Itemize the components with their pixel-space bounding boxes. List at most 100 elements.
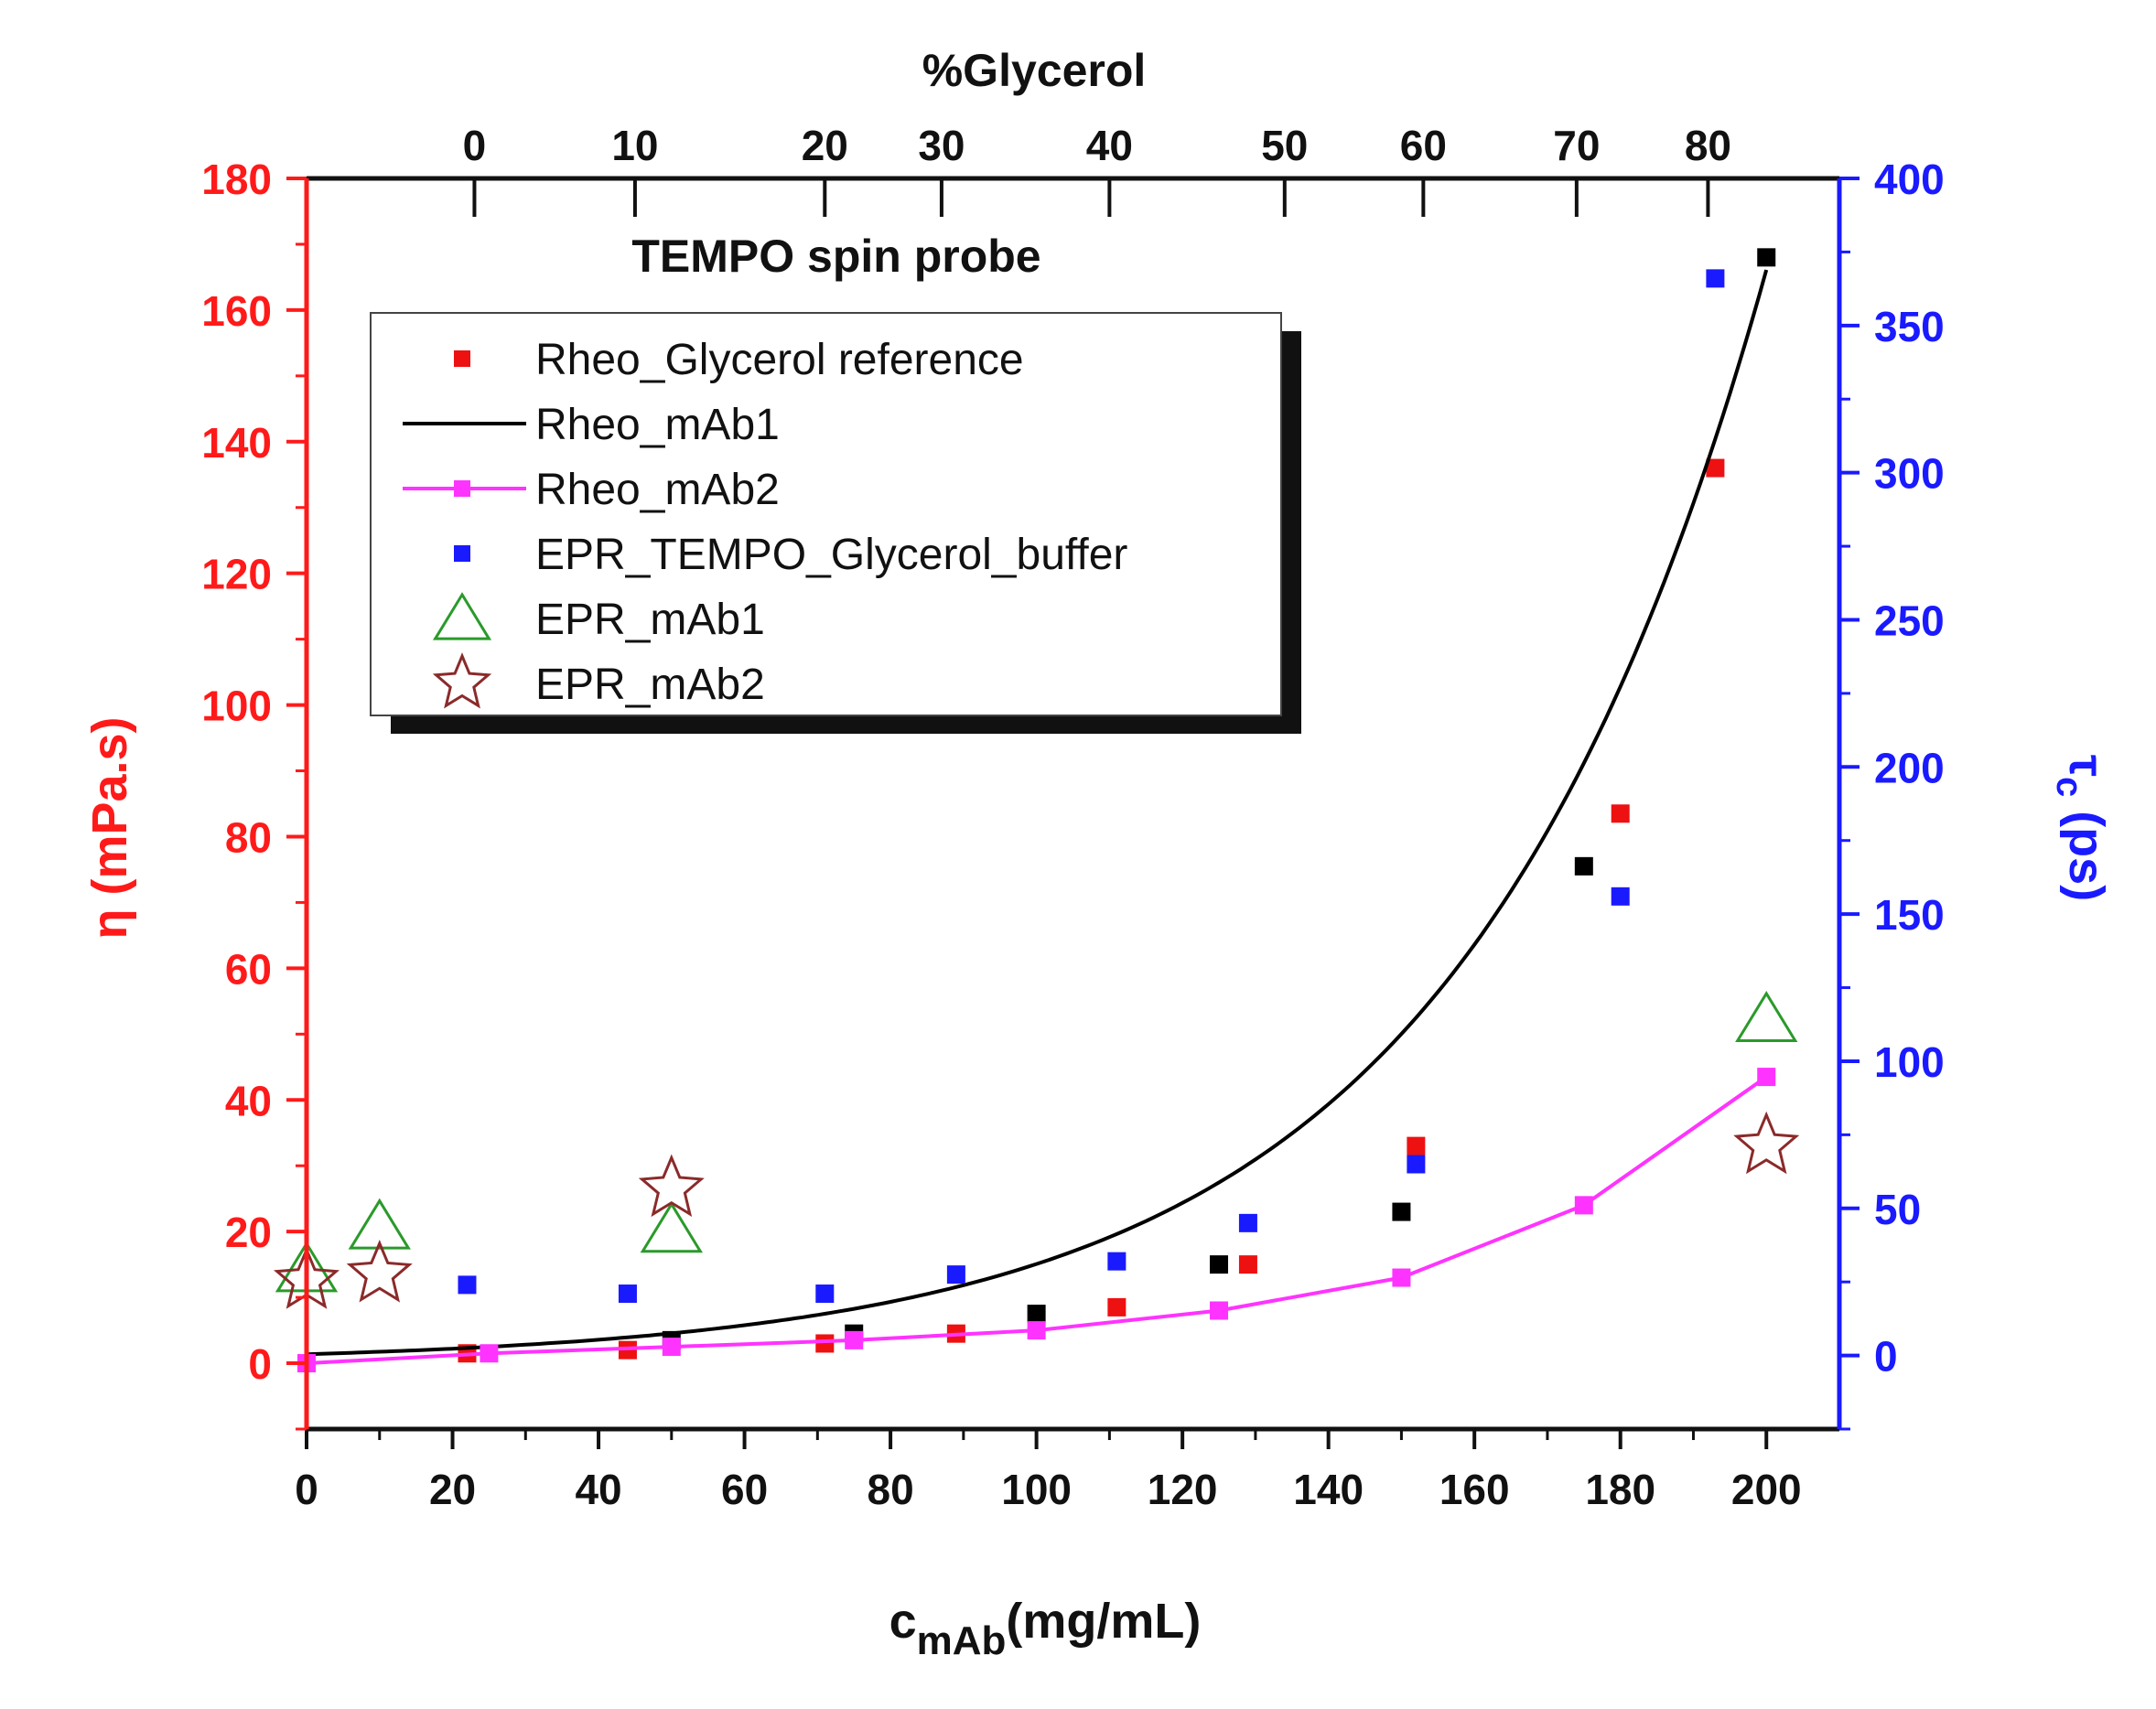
x-tick-label-180: 180 — [1585, 1466, 1655, 1513]
y-left-tick-label-80: 80 — [225, 813, 272, 861]
point-1 — [346, 1240, 413, 1303]
series-rheo-mab2 — [297, 1068, 1776, 1373]
x-tick-label-0: 0 — [295, 1466, 318, 1513]
y-right-tick-label-300: 300 — [1874, 450, 1945, 498]
y-right-tick-label-400: 400 — [1874, 156, 1945, 203]
legend-item-4: EPR_mAb1 — [432, 592, 765, 644]
top-tick-label-70: 70 — [1553, 122, 1600, 169]
point-6 — [1392, 1268, 1411, 1287]
point-8 — [1757, 1068, 1776, 1087]
point-6 — [1407, 1155, 1426, 1174]
y-right-axis-label-unit: (ps) — [2059, 797, 2114, 901]
y-left-tick-label-120: 120 — [201, 551, 272, 598]
y-left-tick-label-140: 140 — [201, 419, 272, 467]
x-tick-label-20: 20 — [429, 1466, 476, 1513]
x-tick-label-200: 200 — [1731, 1466, 1802, 1513]
y-right-axis-label-main: τ — [2059, 755, 2114, 777]
point-5 — [1238, 1213, 1257, 1232]
top-tick-label-80: 80 — [1685, 122, 1731, 169]
x-tick-label-60: 60 — [721, 1466, 768, 1513]
point-5 — [1238, 1255, 1257, 1274]
point-4 — [1107, 1252, 1127, 1271]
y-left-tick-label-40: 40 — [225, 1077, 272, 1124]
legend-label: Rheo_mAb1 — [535, 401, 780, 449]
x-tick-label-160: 160 — [1439, 1466, 1510, 1513]
top-tick-label-60: 60 — [1400, 122, 1447, 169]
point-3 — [1210, 1255, 1229, 1274]
y-right-tick-label-200: 200 — [1874, 744, 1945, 791]
legend-marker-square — [454, 545, 470, 562]
x-axis-label-sub: mAb — [917, 1618, 1007, 1663]
series-layer — [273, 248, 1800, 1373]
top-tick-label-40: 40 — [1086, 122, 1133, 169]
y-left-axis-label: η (mPa.s) — [82, 716, 137, 939]
point-1 — [618, 1284, 637, 1304]
fit-line-rheo-mab1 — [306, 269, 1769, 1357]
chart-title: TEMPO spin probe — [631, 231, 1040, 282]
legend-item-2: Rheo_mAb2 — [403, 466, 780, 514]
legend: Rheo_Glycerol reference Rheo_mAb1 Rheo_mAb… — [370, 312, 1301, 734]
legend-label: EPR_mAb2 — [535, 661, 765, 709]
point-4 — [1392, 1202, 1411, 1221]
point-2 — [815, 1334, 835, 1353]
legend-marker-star — [432, 652, 492, 709]
point-6 — [1407, 1136, 1426, 1155]
x-tick-label-80: 80 — [868, 1466, 914, 1513]
y-right-tick-label-350: 350 — [1874, 303, 1945, 350]
x-axis-label: cmAb(mg/mL) — [889, 1594, 1202, 1663]
legend-item-1: Rheo_mAb1 — [403, 401, 780, 449]
legend-label: Rheo_mAb2 — [535, 466, 780, 514]
legend-marker-triangle — [432, 592, 492, 640]
point-2 — [662, 1338, 681, 1357]
point-3 — [1733, 1111, 1800, 1175]
point-0 — [458, 1275, 477, 1295]
y-right-tick-label-250: 250 — [1874, 597, 1945, 644]
point-4 — [1027, 1321, 1046, 1340]
top-axis-label: %Glycerol — [922, 45, 1147, 96]
top-tick-label-10: 10 — [611, 122, 658, 169]
series-rheo-mab1 — [306, 269, 1769, 1357]
y-left-tick-label-180: 180 — [201, 156, 272, 203]
point-2 — [638, 1154, 705, 1218]
axes-layer: 0 20 40 60 80 100 120 140 160 180 200 0 10 20 30 40 50 60… — [201, 122, 1945, 1513]
x-axis-label-unit: (mg/mL) — [1006, 1594, 1201, 1649]
x-tick-label-140: 140 — [1293, 1466, 1364, 1513]
legend-label: EPR_mAb1 — [535, 596, 765, 644]
point-3 — [1735, 991, 1798, 1043]
point-5 — [1574, 856, 1593, 876]
legend-item-3: EPR_TEMPO_Glycerol_buffer — [454, 531, 1127, 579]
y-left-tick-label-100: 100 — [201, 683, 272, 730]
point-7 — [1611, 804, 1630, 823]
legend-item-5: EPR_mAb2 — [432, 652, 765, 709]
series-epr-tempo-glycerol-buffer — [458, 269, 1725, 1304]
legend-label: EPR_TEMPO_Glycerol_buffer — [535, 531, 1127, 579]
point-3 — [845, 1330, 864, 1349]
y-left-tick-label-0: 0 — [248, 1340, 272, 1388]
point-7 — [1574, 1196, 1593, 1215]
point-8 — [1706, 458, 1725, 478]
legend-marker-square — [454, 350, 470, 367]
y-right-tick-label-50: 50 — [1874, 1186, 1921, 1233]
y-left-tick-label-60: 60 — [225, 945, 272, 993]
point-1 — [480, 1344, 499, 1363]
y-right-axis-label-sub: c — [2049, 777, 2089, 797]
top-tick-label-50: 50 — [1261, 122, 1308, 169]
y-right-axis-label: τc (ps) — [2049, 755, 2114, 901]
y-right-tick-label-150: 150 — [1874, 891, 1945, 939]
x-axis-label-main: c — [889, 1594, 917, 1649]
y-right-tick-label-0: 0 — [1874, 1333, 1898, 1381]
series-epr-mab1 — [275, 991, 1798, 1293]
y-left-tick-label-20: 20 — [225, 1209, 272, 1256]
point-1 — [348, 1198, 411, 1250]
top-tick-label-30: 30 — [918, 122, 965, 169]
point-3 — [946, 1265, 965, 1284]
point-2 — [1027, 1305, 1046, 1324]
legend-item-0: Rheo_Glycerol reference — [454, 336, 1024, 384]
y-left-tick-label-160: 160 — [201, 287, 272, 335]
legend-marker-square — [454, 480, 470, 497]
x-tick-label-100: 100 — [1001, 1466, 1072, 1513]
x-tick-label-120: 120 — [1148, 1466, 1218, 1513]
top-tick-label-0: 0 — [463, 122, 487, 169]
point-2 — [640, 1201, 703, 1253]
